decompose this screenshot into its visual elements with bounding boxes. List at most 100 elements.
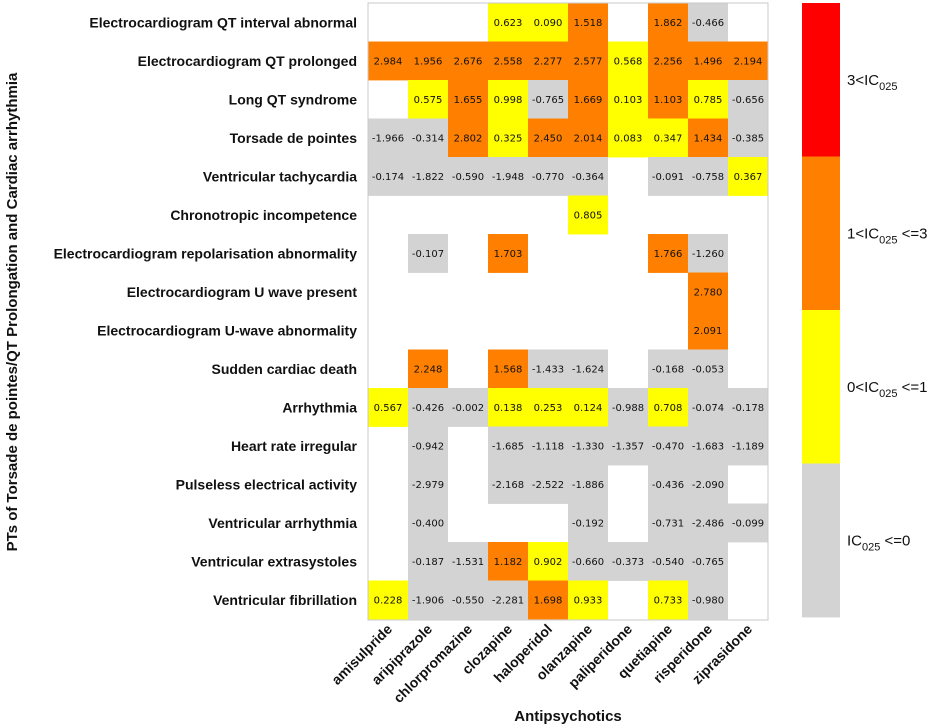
- heatmap-cell: [368, 157, 408, 196]
- heatmap-cell: [408, 503, 448, 543]
- cell-value: -0.314: [412, 133, 444, 144]
- cell-value: 0.567: [374, 403, 403, 414]
- cell-value: -0.656: [732, 95, 764, 106]
- cell-value: -1.531: [452, 557, 484, 568]
- heatmap-cell: [568, 80, 608, 119]
- row-label: Ventricular extrasystoles: [191, 553, 357, 569]
- heatmap-cell: [488, 41, 528, 81]
- heatmap-cell: [688, 3, 728, 42]
- cell-value: 0.253: [534, 403, 563, 414]
- cell-value: -0.470: [652, 441, 684, 452]
- cell-value: -1.624: [572, 364, 604, 375]
- heatmap-cell: [448, 118, 488, 158]
- cell-value: -0.053: [692, 364, 724, 375]
- heatmap-cell: [368, 580, 408, 620]
- heatmap-cell: [568, 465, 608, 504]
- row-label: Sudden cardiac death: [212, 361, 357, 377]
- heatmap-cell: [648, 465, 688, 504]
- cell-value: 1.568: [494, 364, 523, 375]
- cell-value: -2.281: [492, 595, 524, 606]
- heatmap-cell: [688, 388, 728, 427]
- legend-swatch: [802, 310, 840, 464]
- cell-value: -0.192: [572, 518, 604, 529]
- cell-value: 2.780: [694, 287, 723, 298]
- row-label: Arrhythmia: [282, 399, 357, 415]
- row-label: Ventricular arrhythmia: [208, 515, 357, 531]
- heatmap-cell: [728, 157, 768, 196]
- cell-value: -0.765: [692, 557, 724, 568]
- heatmap-cell: [608, 80, 648, 119]
- cell-value: 1.766: [654, 249, 683, 260]
- row-label: Long QT syndrome: [229, 91, 358, 107]
- heatmap-cell: [648, 118, 688, 158]
- cell-value: -1.683: [692, 441, 724, 452]
- cell-value: 0.575: [414, 95, 443, 106]
- heatmap-cell: [688, 272, 728, 312]
- heatmap-cell: [608, 118, 648, 158]
- cell-value: -0.091: [652, 172, 684, 183]
- cell-value: -0.400: [412, 518, 444, 529]
- column-labels: amisulpridearipiprazolechlorpromazineclo…: [328, 621, 755, 706]
- heatmap-cell: [688, 503, 728, 543]
- heatmap-cell: [728, 426, 768, 466]
- heatmap-cell: [448, 80, 488, 119]
- cell-value: -0.426: [412, 403, 444, 414]
- cell-value: -0.942: [412, 441, 444, 452]
- cell-value: -0.187: [412, 557, 444, 568]
- heatmap-cell: [488, 234, 528, 273]
- cell-value: 0.367: [734, 172, 763, 183]
- heatmap-cell: [608, 542, 648, 581]
- cell-value: 0.708: [654, 403, 683, 414]
- row-label: Heart rate irregular: [231, 438, 358, 454]
- cell-value: 0.083: [614, 133, 643, 144]
- cell-value: -0.980: [692, 595, 724, 606]
- heatmap-cell: [488, 542, 528, 581]
- cell-value: 2.984: [374, 56, 403, 67]
- heatmap-cell: [728, 80, 768, 119]
- cell-value: -0.660: [572, 557, 604, 568]
- heatmap-cell: [408, 580, 448, 620]
- cell-value: 0.325: [494, 133, 523, 144]
- cell-value: 1.703: [494, 249, 523, 260]
- heatmap-cell: [488, 465, 528, 504]
- cell-value: -1.260: [692, 249, 724, 260]
- cell-value: -2.522: [532, 480, 564, 491]
- heatmap-cell: [488, 349, 528, 389]
- heatmap-cell: [648, 157, 688, 196]
- row-label: Electrocardiogram QT prolonged: [138, 53, 357, 69]
- heatmap-cell: [368, 118, 408, 158]
- cell-value: -0.174: [372, 172, 404, 183]
- cell-value: 0.902: [534, 557, 563, 568]
- cell-value: 0.568: [614, 56, 643, 67]
- cell-value: -0.436: [652, 480, 684, 491]
- heatmap-cell: [528, 580, 568, 620]
- heatmap-cell: [408, 542, 448, 581]
- cell-value: -0.765: [532, 95, 564, 106]
- cell-value: 2.450: [534, 133, 563, 144]
- cell-value: -0.168: [652, 364, 684, 375]
- cell-value: -1.822: [412, 172, 444, 183]
- row-label: Chronotropic incompetence: [170, 207, 357, 223]
- heatmap-cell: [568, 542, 608, 581]
- cell-value: 1.518: [574, 18, 603, 29]
- heatmap-cell: [648, 542, 688, 581]
- cell-value: -0.540: [652, 557, 684, 568]
- heatmap-cell: [648, 41, 688, 81]
- cell-value: -0.364: [572, 172, 604, 183]
- cell-value: -1.886: [572, 480, 604, 491]
- row-labels: Electrocardiogram QT interval abnormal El…: [54, 14, 358, 607]
- cell-value: -0.385: [732, 133, 764, 144]
- heatmap-cell: [568, 388, 608, 427]
- row-label: Pulseless electrical activity: [176, 476, 358, 492]
- heatmap-cell: [368, 41, 408, 81]
- row-label: Electrocardiogram U-wave abnormality: [97, 322, 357, 338]
- heatmap-cell: [688, 157, 728, 196]
- cell-value: -2.486: [692, 518, 724, 529]
- cell-value: 2.091: [694, 326, 723, 337]
- heatmap-cell: [488, 157, 528, 196]
- heatmap-cell: [488, 80, 528, 119]
- cell-value: -0.178: [732, 403, 764, 414]
- cell-value: -0.770: [532, 172, 564, 183]
- heatmap-cell: [648, 80, 688, 119]
